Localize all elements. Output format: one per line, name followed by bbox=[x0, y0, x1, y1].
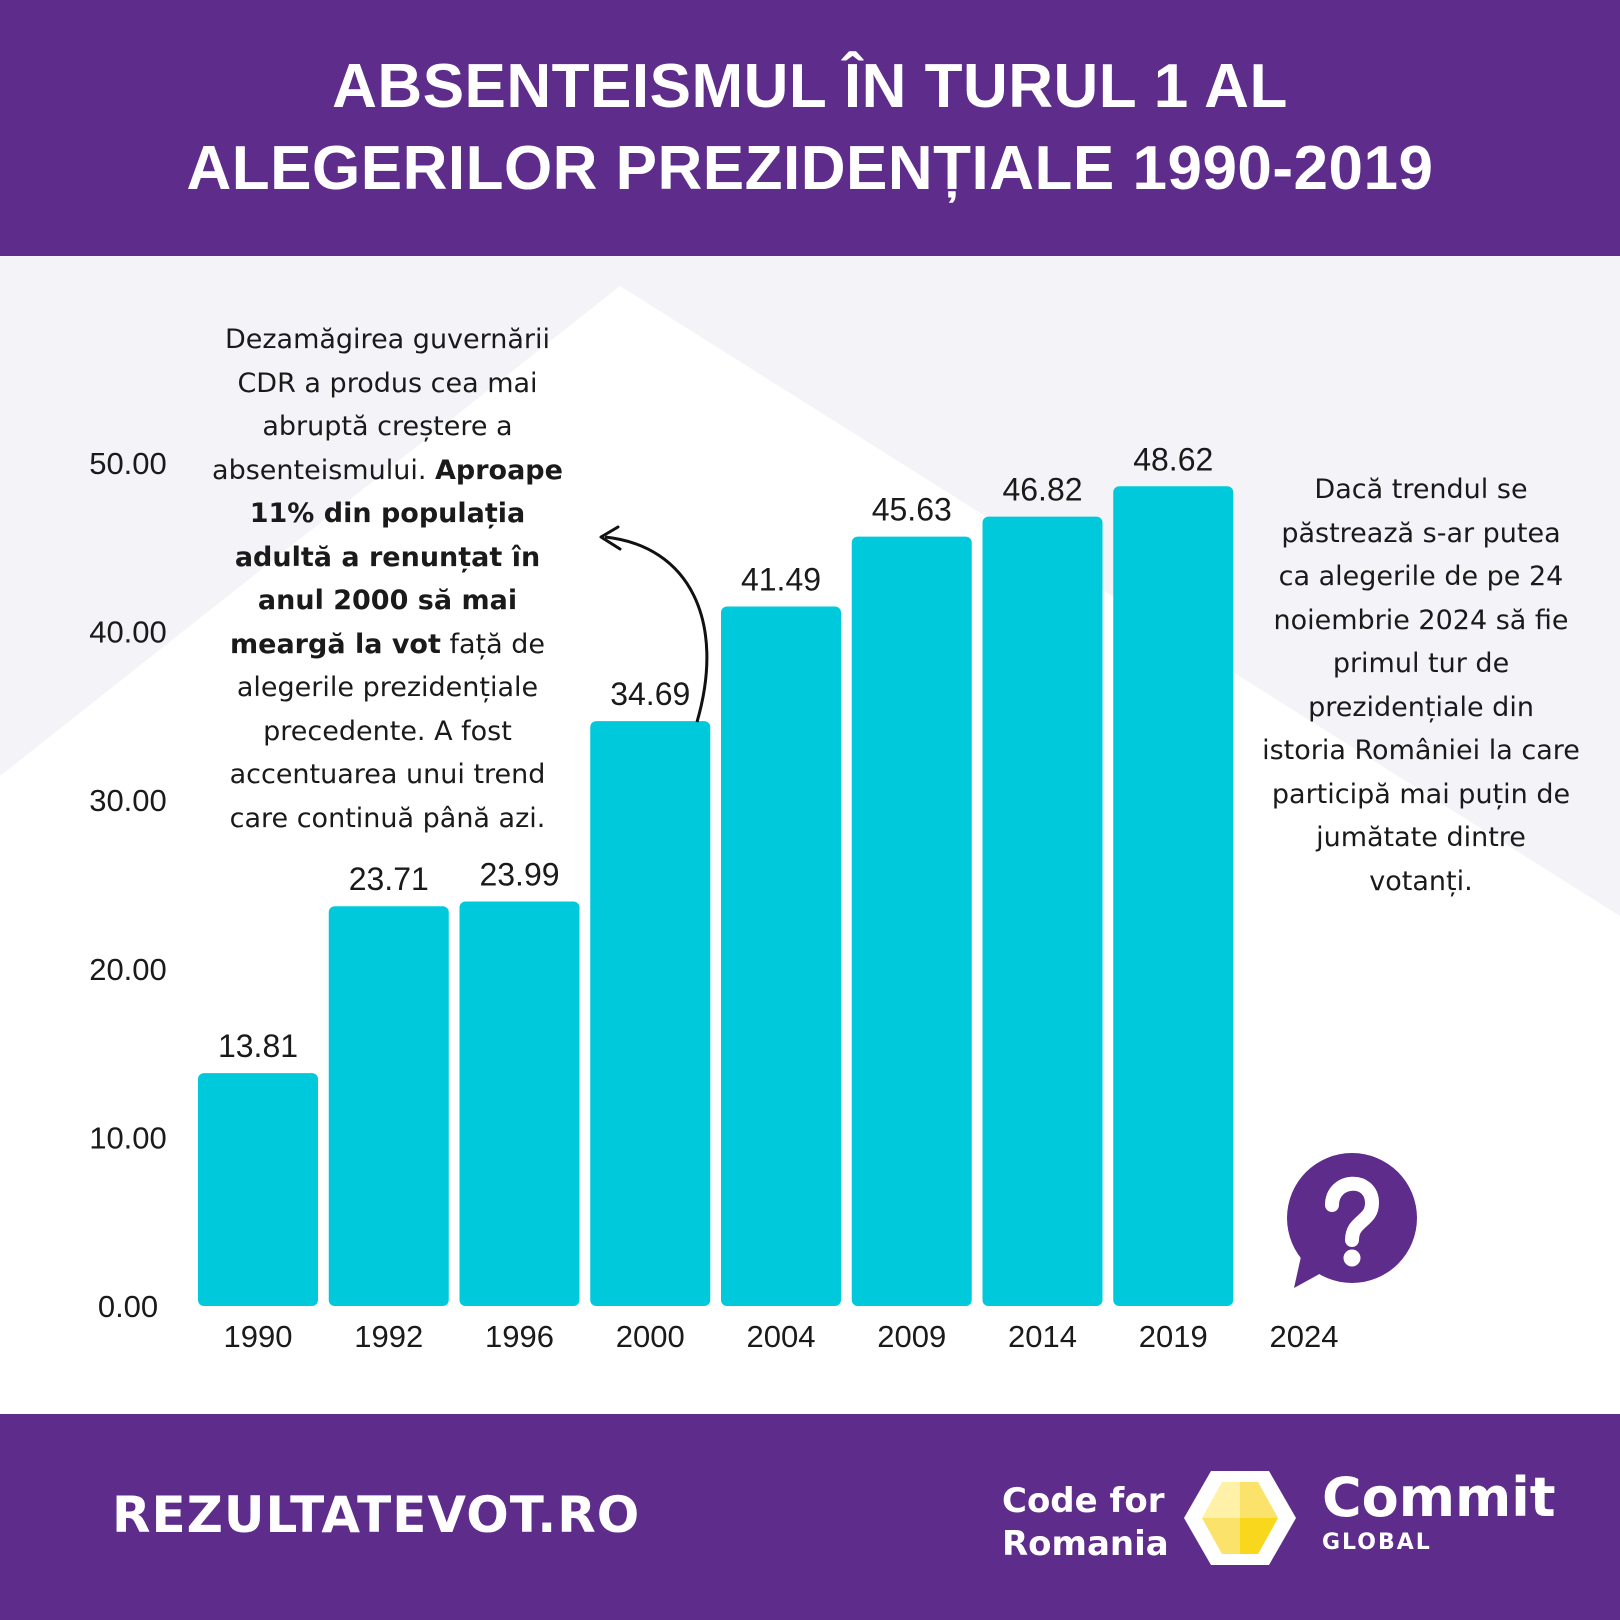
commit-global-label: Commit GLOBAL bbox=[1322, 1466, 1556, 1556]
x-axis: 1990 1992 1996 2000 2004 2009 2014 2019 2024 bbox=[224, 1319, 1339, 1354]
code-for-romania-logo-icon bbox=[1184, 1471, 1296, 1565]
cfr-line-1: Code for bbox=[1002, 1481, 1165, 1521]
bars-group: 13.81 23.71 23.99 34.69 41.49 45.63 46.82 48.62 bbox=[198, 441, 1234, 1306]
code-for-romania-label: Code for Romania bbox=[1002, 1480, 1169, 1566]
x-tick-label: 2004 bbox=[747, 1319, 816, 1354]
y-tick-label: 20.00 bbox=[89, 952, 167, 987]
annotation-left-bold: Aproape 11% din populația adultă a renun… bbox=[230, 454, 563, 660]
arrow-head bbox=[599, 525, 622, 551]
commit-name: Commit bbox=[1322, 1466, 1556, 1529]
data-label: 45.63 bbox=[872, 492, 952, 528]
data-label: 41.49 bbox=[741, 561, 821, 597]
x-tick-label: 2014 bbox=[1008, 1319, 1077, 1354]
website-link[interactable]: REZULTATEVOT.RO bbox=[112, 1486, 641, 1544]
y-tick-label: 10.00 bbox=[89, 1120, 167, 1155]
annotation-left-text: Dezamăgirea guvernării CDR a produs cea … bbox=[212, 324, 551, 486]
x-tick-label: 1992 bbox=[354, 1319, 423, 1354]
x-tick-label: 2009 bbox=[877, 1319, 946, 1354]
annotation-left-text-2: față de alegerile prezidențiale preceden… bbox=[229, 628, 546, 834]
header-banner: ABSENTEISMUL ÎN TURUL 1 AL ALEGERILOR PR… bbox=[0, 0, 1620, 256]
curved-arrow-icon bbox=[604, 535, 709, 723]
x-tick-label: 2000 bbox=[616, 1319, 685, 1354]
title-line-2: ALEGERILOR PREZIDENȚIALE 1990-2019 bbox=[186, 134, 1434, 203]
data-label: 46.82 bbox=[1002, 472, 1082, 508]
data-label: 34.69 bbox=[610, 676, 690, 712]
data-label: 23.71 bbox=[349, 861, 429, 897]
y-tick-label: 40.00 bbox=[89, 615, 167, 650]
x-tick-label: 2019 bbox=[1139, 1319, 1208, 1354]
bar bbox=[459, 901, 580, 1306]
bar bbox=[198, 1073, 318, 1306]
cfr-line-2: Romania bbox=[1002, 1524, 1169, 1564]
x-tick-label: 1990 bbox=[224, 1319, 293, 1354]
annotation-right: Dacă trendul se păstrează s-ar putea ca … bbox=[1262, 474, 1580, 897]
title-line-1: ABSENTEISMUL ÎN TURUL 1 AL bbox=[332, 52, 1288, 121]
x-tick-label: 2024 bbox=[1270, 1319, 1339, 1354]
bar bbox=[1113, 486, 1234, 1306]
footer-banner: REZULTATEVOT.RO Code for Romania Commit … bbox=[0, 1414, 1620, 1620]
y-axis: 0.00 10.00 20.00 30.00 40.00 50.00 bbox=[89, 446, 167, 1324]
question-bubble-icon bbox=[1287, 1153, 1417, 1288]
y-tick-label: 30.00 bbox=[89, 783, 167, 818]
bar bbox=[590, 721, 711, 1306]
bar bbox=[721, 606, 841, 1306]
bar bbox=[982, 516, 1103, 1306]
bar bbox=[851, 536, 972, 1306]
annotation-left: Dezamăgirea guvernării CDR a produs cea … bbox=[200, 318, 575, 840]
x-tick-label: 1996 bbox=[485, 1319, 554, 1354]
y-tick-label: 0.00 bbox=[98, 1289, 158, 1324]
commit-sub: GLOBAL bbox=[1322, 1530, 1432, 1555]
data-label: 48.62 bbox=[1133, 441, 1213, 477]
data-label: 13.81 bbox=[218, 1028, 298, 1064]
data-label: 23.99 bbox=[479, 857, 559, 893]
page-title: ABSENTEISMUL ÎN TURUL 1 AL ALEGERILOR PR… bbox=[187, 46, 1434, 210]
bar bbox=[328, 906, 449, 1306]
y-tick-label: 50.00 bbox=[89, 446, 167, 481]
